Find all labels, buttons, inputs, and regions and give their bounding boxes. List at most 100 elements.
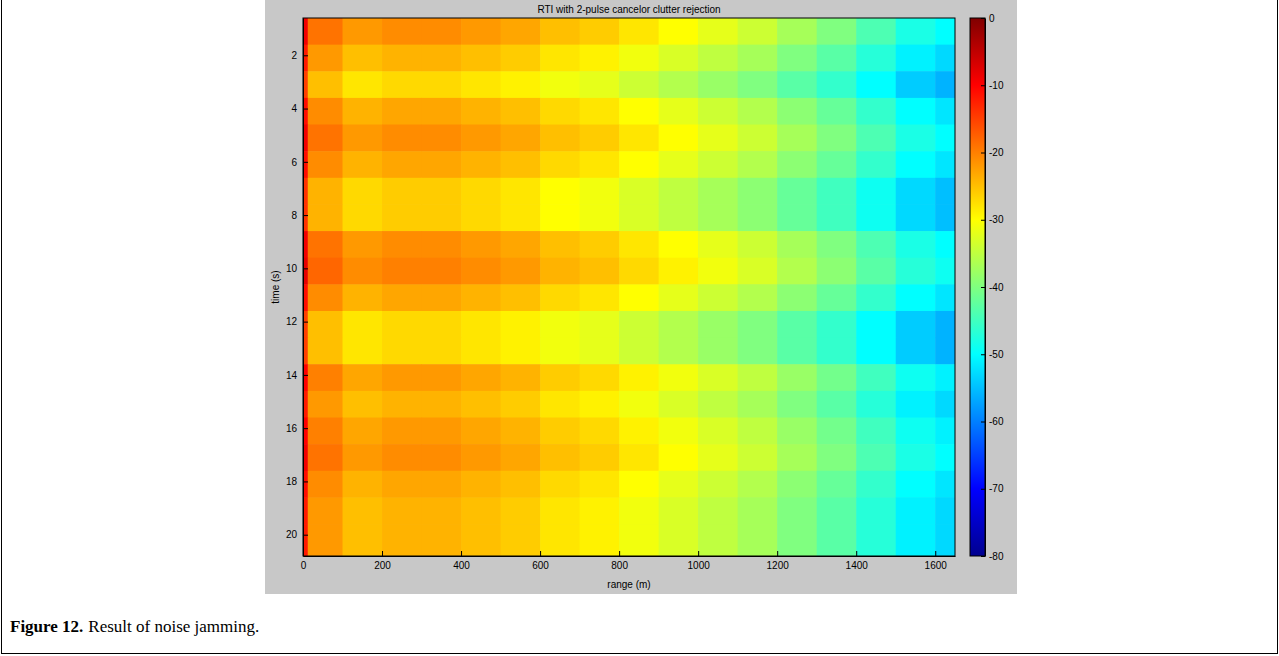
tick-mark (777, 551, 778, 556)
cell (308, 364, 343, 391)
cell (738, 258, 778, 285)
cell (619, 284, 659, 311)
cell (580, 364, 620, 391)
cell (461, 311, 501, 338)
cell (308, 45, 343, 72)
cell (738, 311, 778, 338)
cell (659, 497, 699, 524)
cell (935, 311, 955, 338)
cell (461, 71, 501, 98)
cell (856, 471, 896, 498)
tick-mark (981, 85, 985, 86)
cell (461, 284, 501, 311)
cell (461, 524, 501, 556)
tick-label: -40 (989, 282, 1004, 293)
cell (619, 524, 659, 556)
axis-line (304, 556, 956, 557)
cell (698, 284, 738, 311)
cell (619, 258, 659, 285)
cell (659, 258, 699, 285)
cell (856, 178, 896, 205)
cell (461, 364, 501, 391)
cell (382, 311, 422, 338)
cell (461, 45, 501, 72)
cell (461, 444, 501, 471)
heatmap-cells (303, 18, 955, 556)
cell (619, 71, 659, 98)
cell (580, 231, 620, 258)
cell (501, 98, 541, 125)
tick: -20 (981, 147, 1004, 158)
cell (501, 338, 541, 365)
cell (817, 231, 857, 258)
cell (698, 45, 738, 72)
cell (540, 258, 580, 285)
cell (308, 18, 343, 45)
cell (501, 18, 541, 45)
tick: 20 (286, 529, 308, 540)
cell (422, 471, 462, 498)
tick-mark (303, 375, 308, 376)
cell (461, 258, 501, 285)
cell (308, 284, 343, 311)
cell (461, 204, 501, 231)
cell (777, 311, 817, 338)
cell (896, 125, 936, 152)
cell (896, 497, 936, 524)
cell (382, 204, 422, 231)
cell (698, 471, 738, 498)
cell (738, 18, 778, 45)
cell (501, 45, 541, 72)
cell (738, 284, 778, 311)
cell (308, 71, 343, 98)
cell (659, 71, 699, 98)
cell (540, 178, 580, 205)
tick-mark (981, 422, 985, 423)
cell (580, 178, 620, 205)
cell (659, 524, 699, 556)
cell (817, 45, 857, 72)
cell (777, 231, 817, 258)
tick-label: -70 (989, 483, 1004, 494)
cell (738, 338, 778, 365)
cell (896, 204, 936, 231)
cell (540, 151, 580, 178)
cell (698, 204, 738, 231)
tick-mark (303, 481, 308, 482)
cell (738, 231, 778, 258)
cell (422, 204, 462, 231)
cell (659, 231, 699, 258)
cell (501, 391, 541, 418)
cell (308, 444, 343, 471)
tick-label: 600 (532, 560, 549, 571)
cell (856, 258, 896, 285)
cell (382, 444, 422, 471)
cell (343, 364, 383, 391)
cell (817, 98, 857, 125)
tick-label: 1200 (767, 560, 790, 571)
cell (817, 18, 857, 45)
cell (619, 497, 659, 524)
cell (422, 125, 462, 152)
cell (698, 231, 738, 258)
cell (698, 524, 738, 556)
cell (896, 364, 936, 391)
cell (856, 18, 896, 45)
cell (619, 178, 659, 205)
cell (856, 444, 896, 471)
tick-label: 12 (286, 316, 298, 327)
cell (501, 471, 541, 498)
cell (343, 18, 383, 45)
cell (698, 497, 738, 524)
cell (817, 338, 857, 365)
cell (856, 71, 896, 98)
cell (422, 18, 462, 45)
cell (896, 471, 936, 498)
cell (308, 151, 343, 178)
cell (896, 178, 936, 205)
cell (856, 338, 896, 365)
cell (817, 151, 857, 178)
cell (540, 98, 580, 125)
cell (540, 18, 580, 45)
cell (308, 418, 343, 445)
